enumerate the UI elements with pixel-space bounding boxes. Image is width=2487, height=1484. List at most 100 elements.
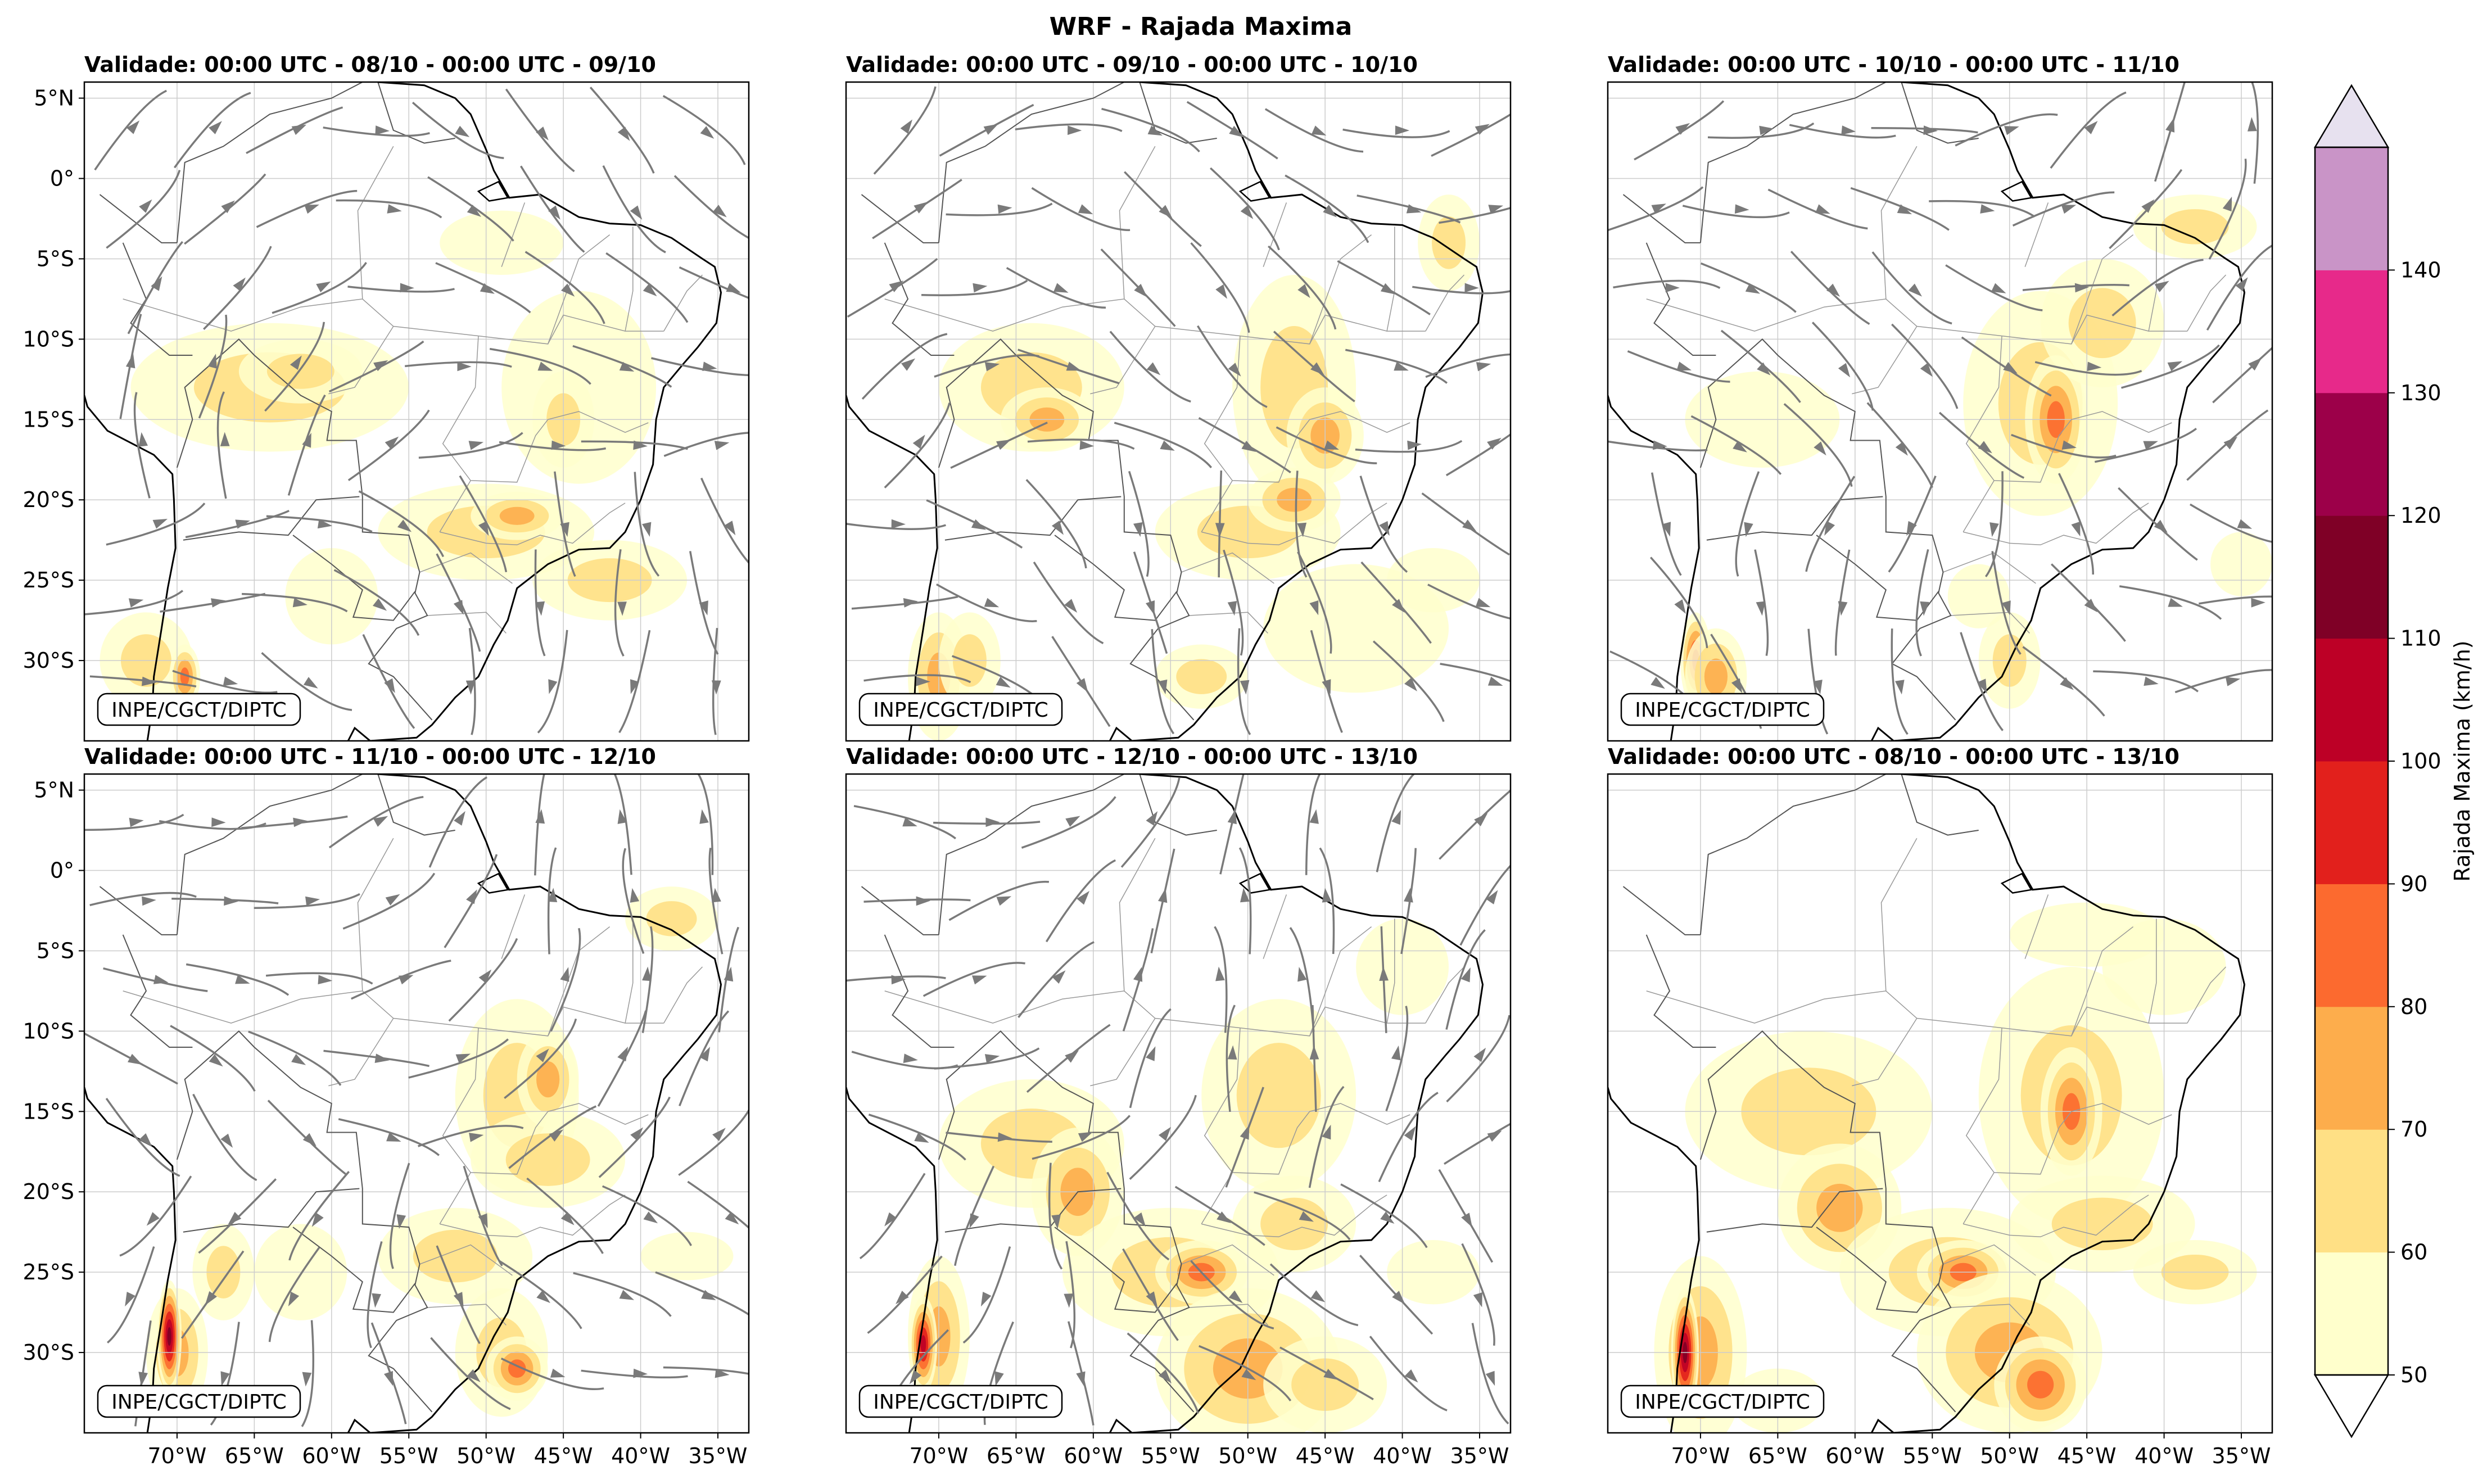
streamline-arrow	[1734, 204, 1749, 214]
streamline-arrow	[1215, 523, 1225, 537]
streamline-arrow	[1476, 362, 1491, 372]
streamline	[241, 815, 348, 829]
streamline-arrow	[891, 975, 906, 985]
country-border	[861, 194, 939, 243]
streamline	[1888, 476, 1937, 573]
streamline-arrow	[1838, 601, 1848, 616]
streamline	[1720, 329, 1801, 403]
lon-tick-label: 40°W	[611, 1444, 670, 1468]
lon-tick-label: 40°W	[2135, 1444, 2194, 1468]
streamline-arrow	[1473, 1292, 1482, 1307]
state-boundary	[419, 552, 513, 584]
streamline-arrow	[984, 1054, 1000, 1064]
streamline	[1174, 1186, 1265, 1246]
streamline-arrow	[128, 1053, 143, 1065]
state-boundary	[501, 202, 526, 267]
streamline	[362, 634, 415, 729]
streamlines	[84, 774, 749, 1427]
panel-frame	[1607, 773, 2273, 1434]
streamline-arrow	[996, 677, 1011, 688]
streamline-arrow	[712, 1128, 726, 1142]
streamline-arrow	[374, 1053, 390, 1063]
gust-contour	[167, 1327, 171, 1346]
streamline	[923, 962, 1025, 997]
streamline	[133, 392, 151, 499]
streamline-arrow	[617, 601, 627, 616]
country-border	[1622, 194, 1701, 243]
streamline	[1369, 1336, 1448, 1411]
streamline-arrow	[480, 283, 495, 294]
streamline-arrow	[2237, 519, 2253, 529]
streamline	[859, 1173, 926, 1260]
streamline	[1439, 789, 1511, 860]
streamline	[103, 967, 208, 992]
country-border	[884, 242, 955, 356]
streamline-arrow	[1076, 1371, 1086, 1387]
streamline-arrow	[1228, 363, 1241, 377]
streamline-arrow	[478, 521, 489, 536]
streamline-arrow	[700, 126, 715, 139]
streamline-arrow	[1651, 203, 1666, 214]
coastline	[84, 1087, 177, 1433]
streamline	[1133, 551, 1168, 654]
streamline-arrow	[209, 1054, 223, 1067]
state-boundary	[547, 234, 611, 345]
streamline-arrow	[1297, 967, 1307, 982]
country-border	[1706, 1188, 1883, 1233]
streamline-arrow	[984, 362, 1000, 372]
streamline-arrow	[1065, 1050, 1079, 1063]
streamline	[2050, 91, 2127, 169]
streamline	[572, 345, 672, 388]
streamline	[2011, 433, 2117, 459]
streamline	[173, 92, 251, 169]
streamline-arrow	[2154, 280, 2169, 292]
streamline-arrow	[1066, 361, 1082, 371]
streamline	[1319, 847, 1335, 954]
lon-tick-label: 55°W	[379, 1444, 438, 1468]
streamline-arrow	[1392, 599, 1405, 613]
streamline-arrow	[701, 1290, 716, 1300]
gust-contour	[1816, 1183, 1863, 1232]
state-boundary	[1181, 1244, 1274, 1276]
streamline-arrow	[619, 361, 635, 372]
lat-tick-label: 5°N	[34, 86, 74, 111]
streamline-arrow	[466, 889, 477, 904]
colorbar-under-arrow	[2313, 1374, 2390, 1438]
streamline-arrow	[994, 1371, 1004, 1386]
streamline-arrow	[153, 975, 169, 984]
streamline	[950, 422, 1048, 469]
streamline	[1915, 549, 1929, 657]
streamline-arrow	[902, 817, 917, 827]
streamline	[1682, 205, 1790, 219]
streamline	[435, 262, 531, 314]
streamline-arrow	[901, 358, 916, 371]
state-boundary	[1309, 926, 1372, 1037]
streamline-arrow	[1076, 678, 1088, 693]
streamline	[268, 1247, 320, 1342]
gust-contour	[1236, 1043, 1321, 1148]
colorbar-segment	[2315, 1252, 2388, 1376]
streamline-arrow	[1488, 205, 1503, 214]
streamline-arrow	[233, 277, 246, 292]
state-boundary	[357, 838, 394, 991]
streamline	[1850, 187, 1950, 231]
streamline	[613, 774, 632, 875]
streamline	[430, 1337, 511, 1410]
streamline-arrow	[146, 1212, 160, 1226]
country-border	[1699, 338, 1956, 721]
lon-tick-label: 65°W	[225, 1444, 284, 1468]
streamline	[342, 872, 436, 930]
streamline-arrow	[985, 817, 1000, 827]
streamline-arrow	[1322, 679, 1331, 694]
streamline-arrow	[984, 598, 1000, 608]
streamline	[267, 1100, 346, 1175]
lon-tick-label: 35°W	[1450, 1444, 1509, 1468]
colorbar-segment	[2315, 1006, 2388, 1130]
streamline	[863, 674, 971, 684]
colorbar-segment	[2315, 761, 2388, 884]
streamline	[170, 1025, 256, 1092]
streamline	[1360, 561, 1432, 644]
country-border	[176, 1030, 433, 1413]
streamline-arrow	[2061, 440, 2077, 450]
streamline-arrow	[2141, 199, 2155, 213]
